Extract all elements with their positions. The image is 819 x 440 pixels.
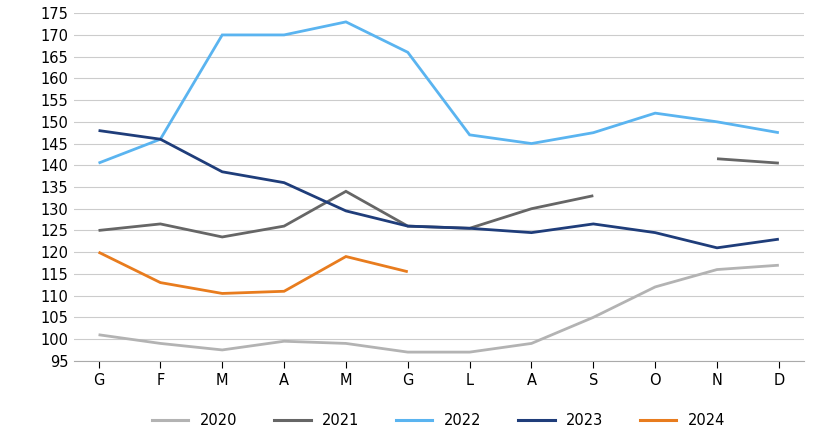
Line: 2020: 2020 xyxy=(98,265,778,352)
Line: 2021: 2021 xyxy=(98,191,593,237)
2020 xyxy=(464,349,474,355)
2020 xyxy=(588,315,598,320)
2023 xyxy=(402,224,412,229)
Line: 2023: 2023 xyxy=(98,131,778,248)
2024 xyxy=(156,280,165,285)
Legend: 2020, 2021, 2022, 2023, 2024: 2020, 2021, 2022, 2023, 2024 xyxy=(152,413,725,428)
2020 xyxy=(93,332,103,337)
Line: 2024: 2024 xyxy=(98,252,407,293)
2022 xyxy=(773,130,783,136)
2022 xyxy=(156,136,165,142)
2024 xyxy=(341,254,351,259)
2022 xyxy=(217,32,227,37)
2020 xyxy=(278,339,288,344)
2020 xyxy=(526,341,536,346)
2021 xyxy=(402,224,412,229)
2022 xyxy=(649,110,659,116)
2024 xyxy=(217,291,227,296)
2022 xyxy=(341,19,351,25)
2023 xyxy=(278,180,288,185)
2024 xyxy=(93,249,103,255)
2022 xyxy=(526,141,536,146)
2023 xyxy=(526,230,536,235)
2020 xyxy=(711,267,721,272)
2020 xyxy=(402,349,412,355)
2021 xyxy=(156,221,165,227)
2023 xyxy=(93,128,103,133)
2023 xyxy=(773,236,783,242)
2023 xyxy=(649,230,659,235)
2020 xyxy=(773,263,783,268)
2021 xyxy=(526,206,536,211)
2024 xyxy=(402,269,412,275)
2020 xyxy=(156,341,165,346)
2021 xyxy=(217,235,227,240)
2023 xyxy=(711,245,721,250)
2021 xyxy=(588,193,598,198)
2020 xyxy=(649,284,659,290)
2022 xyxy=(464,132,474,137)
2023 xyxy=(156,136,165,142)
2021 xyxy=(341,189,351,194)
2022 xyxy=(588,130,598,136)
2022 xyxy=(402,50,412,55)
2020 xyxy=(217,347,227,352)
2023 xyxy=(464,226,474,231)
2021 xyxy=(93,228,103,233)
2024 xyxy=(278,289,288,294)
2020 xyxy=(341,341,351,346)
2023 xyxy=(217,169,227,174)
2023 xyxy=(588,221,598,227)
2021 xyxy=(464,226,474,231)
2021 xyxy=(278,224,288,229)
Line: 2022: 2022 xyxy=(98,22,778,163)
2022 xyxy=(93,161,103,166)
2023 xyxy=(341,208,351,213)
2022 xyxy=(278,32,288,37)
2022 xyxy=(711,119,721,125)
